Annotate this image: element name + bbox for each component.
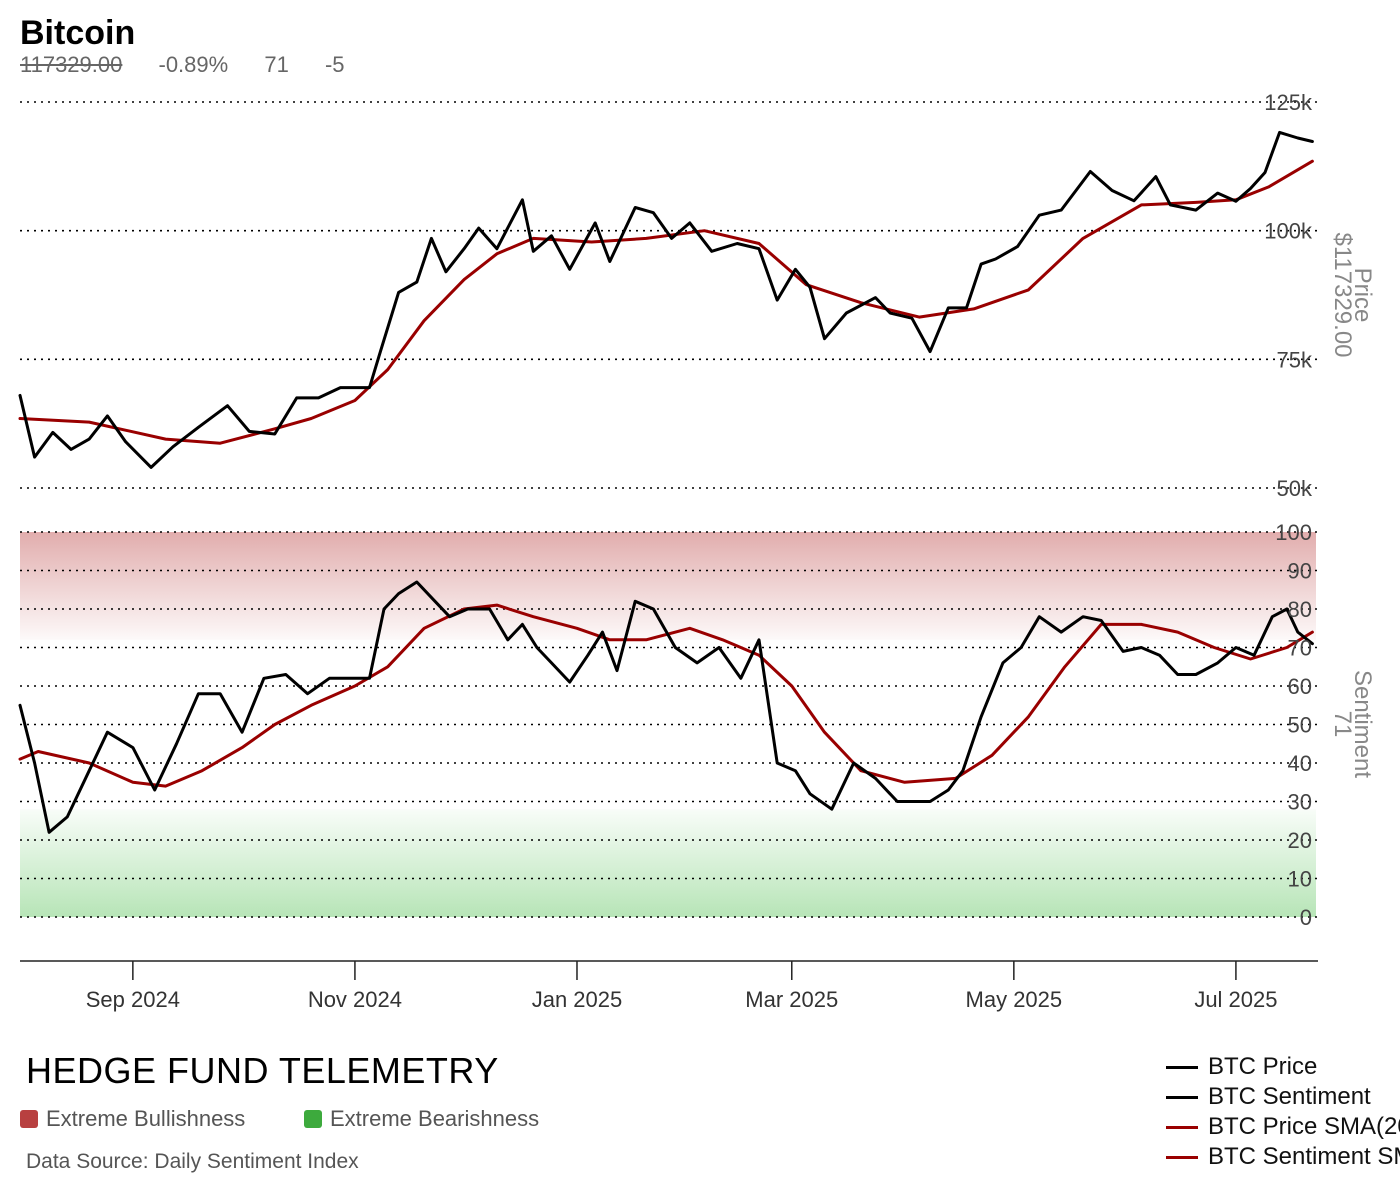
sentiment-tick-label: 30 [1288,790,1312,815]
legend-swatch [1166,1095,1198,1099]
sentiment-tick-label: 10 [1288,867,1312,892]
sentiment-tick-label: 0 [1300,905,1312,930]
stat-sentiment-change: -5 [324,52,345,77]
chart-canvas: 125k100k75k50k1009080706050403020100Sep … [18,90,1376,1012]
stat-price: 117329.00 [20,52,123,77]
price-tick-label: 100k [1264,219,1313,244]
legend-item[interactable]: BTC Sentiment SMA(20) [1166,1142,1400,1172]
btc-sentiment-line [18,580,1314,834]
x-tick-label: Nov 2024 [308,987,402,1012]
price-tick-label: 75k [1277,347,1313,372]
key-extreme-bearishness: Extreme Bearishness [304,1106,539,1132]
price-tick-label: 125k [1264,90,1313,115]
btc-price-sma-line [18,159,1314,445]
brand-title: HEDGE FUND TELEMETRY [26,1050,499,1091]
sentiment-tick-label: 20 [1288,828,1312,853]
x-tick-label: May 2025 [966,987,1063,1012]
legend-label: BTC Sentiment SMA(20) [1208,1143,1400,1170]
sentiment-tick-label: 60 [1288,674,1312,699]
legend-item[interactable]: BTC Price SMA(20) [1166,1112,1400,1142]
legend-swatch [1166,1065,1198,1069]
legend: BTC Price BTC Sentiment BTC Price SMA(20… [1166,1052,1400,1172]
extreme-bearishness-band [20,809,1316,917]
sentiment-tick-label: 80 [1288,597,1312,622]
x-tick-label: Jul 2025 [1194,987,1277,1012]
sentiment-axis-title: Sentiment [1349,670,1376,778]
legend-label: BTC Sentiment [1208,1083,1371,1110]
legend-label: BTC Price [1208,1053,1318,1080]
legend-label: BTC Price SMA(20) [1208,1113,1400,1140]
sentiment-tick-label: 70 [1288,636,1312,661]
sentiment-axis-value: 71 [1329,711,1356,738]
bull-label: Extreme Bullishness [46,1106,246,1131]
sentiment-tick-label: 50 [1288,713,1312,738]
stat-change: -0.89% [158,52,229,77]
extreme-bullishness-band [20,532,1316,640]
legend-swatch [1166,1125,1198,1129]
bear-swatch [304,1110,322,1128]
price-tick-label: 50k [1277,476,1313,501]
sentiment-tick-label: 90 [1288,559,1312,584]
x-tick-label: Sep 2024 [86,987,180,1012]
bull-swatch [20,1110,38,1128]
legend-swatch [1166,1155,1198,1159]
legend-item[interactable]: BTC Sentiment [1166,1082,1400,1112]
price-axis-title: Price [1349,268,1376,323]
sentiment-tick-label: 100 [1275,520,1312,545]
x-tick-label: Mar 2025 [745,987,838,1012]
chart-title: Bitcoin [20,14,136,52]
btc-price-line [18,130,1314,469]
legend-item[interactable]: BTC Price [1166,1052,1400,1082]
bear-label: Extreme Bearishness [330,1106,540,1131]
key-extreme-bullishness: Extreme Bullishness [20,1106,245,1132]
price-axis-value: $117329.00 [1329,232,1356,357]
sentiment-tick-label: 40 [1288,751,1312,776]
x-tick-label: Jan 2025 [532,987,623,1012]
data-source: Data Source: Daily Sentiment Index [26,1150,359,1173]
stat-sentiment: 71 [264,52,289,77]
stats-row: 117329.00 -0.89% 71 -5 [20,52,375,78]
